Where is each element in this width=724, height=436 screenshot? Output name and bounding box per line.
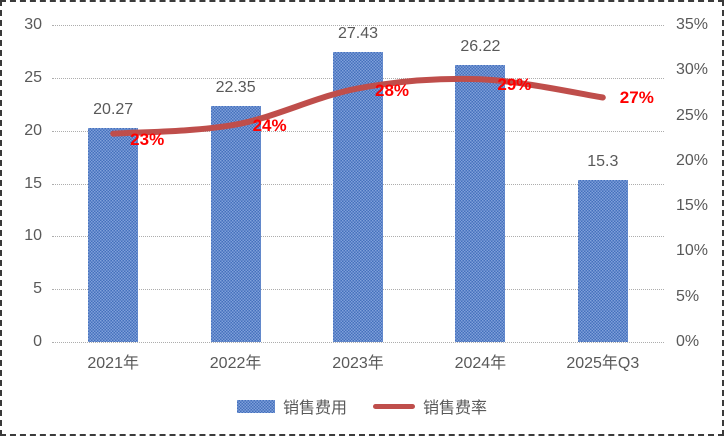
- line-point-label: 28%: [374, 81, 410, 101]
- left-axis-tick-label: 5: [33, 280, 42, 298]
- right-axis-tick-label: 15%: [676, 197, 709, 215]
- legend: 销售费用 销售费率: [2, 394, 722, 418]
- left-axis-tick-label: 10: [24, 227, 42, 245]
- legend-item-sales-expense-rate: 销售费率: [373, 394, 487, 418]
- right-axis-tick-label: 20%: [676, 151, 709, 169]
- x-axis-category-label: 2023年: [332, 355, 384, 372]
- x-axis-category-label: 2021年: [87, 355, 139, 372]
- left-axis-tick-label: 15: [24, 174, 42, 192]
- bar: [210, 105, 261, 342]
- left-axis-tick-label: 0: [33, 333, 42, 350]
- line-point-label: 23%: [130, 129, 165, 149]
- line-point-label: 29%: [497, 75, 532, 95]
- gridline: [52, 25, 664, 26]
- left-axis-tick-label: 25: [24, 68, 42, 86]
- bar-value-label: 20.27: [93, 100, 134, 118]
- legend-bar-swatch-icon: [236, 399, 275, 413]
- left-axis-tick-label: 20: [24, 121, 42, 139]
- bar-value-label: 22.35: [215, 78, 256, 96]
- legend-label: 销售费用: [282, 400, 347, 417]
- right-axis-tick-label: 5%: [676, 287, 700, 305]
- right-axis-tick-label: 0%: [676, 333, 700, 350]
- x-axis-category-label: 2025年Q3: [566, 355, 640, 372]
- legend-item-sales-expense: 销售费用: [236, 394, 347, 418]
- bar-value-label: 27.43: [337, 25, 379, 43]
- x-axis-category-label: 2022年: [209, 355, 262, 372]
- right-axis-tick-label: 10%: [676, 242, 709, 260]
- line-point-label: 24%: [252, 115, 287, 135]
- x-axis-category-label: 2024年: [454, 355, 507, 372]
- bar: [455, 64, 506, 342]
- line-point-label: 27%: [619, 87, 654, 107]
- bar-value-label: 26.22: [460, 37, 501, 55]
- bar: [88, 127, 139, 342]
- bar: [577, 180, 628, 342]
- legend-label: 销售费率: [423, 400, 488, 417]
- left-axis-tick-label: 30: [24, 16, 42, 33]
- legend-line-swatch-icon: [373, 403, 415, 409]
- bar-value-label: 15.3: [587, 153, 619, 171]
- gridline: [52, 342, 664, 343]
- right-axis-tick-label: 30%: [676, 61, 709, 79]
- right-axis-tick-label: 35%: [676, 16, 709, 33]
- right-axis-tick-label: 25%: [676, 106, 709, 124]
